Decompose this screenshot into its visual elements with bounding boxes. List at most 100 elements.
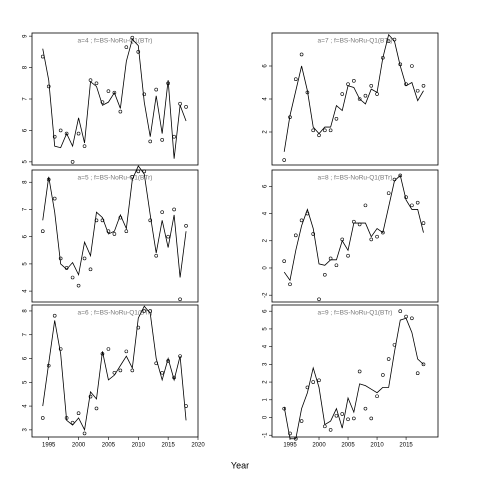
data-point (299, 218, 304, 223)
data-point (52, 196, 57, 201)
data-point (160, 370, 164, 375)
data-point (369, 237, 374, 242)
data-point (70, 275, 75, 280)
data-point (88, 78, 93, 82)
data-point (148, 218, 153, 223)
y-tick-label: -1 (263, 432, 269, 438)
data-point (88, 267, 93, 272)
panel-title: a=9 ; f=BS-NoRu-Q1(BTr) (318, 310, 393, 317)
y-tick-label: 7 (23, 332, 29, 336)
data-point (40, 229, 45, 234)
data-point (184, 105, 188, 109)
data-point (381, 373, 385, 377)
y-tick-label: 8 (23, 65, 29, 69)
x-tick-label: 1995 (283, 443, 297, 449)
y-tick-label: 6 (23, 128, 29, 132)
data-point (100, 100, 105, 104)
data-point (82, 431, 87, 436)
data-point (70, 160, 75, 164)
fit-line (42, 165, 187, 278)
x-tick-label: 2005 (102, 443, 116, 449)
y-tick-label: 6 (263, 64, 269, 68)
data-point (82, 144, 87, 148)
x-tick-label: 2015 (399, 443, 413, 449)
data-point (311, 380, 316, 384)
y-tick-label: 4 (263, 97, 269, 101)
panel-frame (31, 169, 199, 303)
y-tick-label: 1 (263, 397, 269, 401)
data-point (340, 412, 345, 416)
data-point (58, 128, 63, 133)
data-point (299, 419, 304, 423)
data-point (130, 368, 135, 373)
panel-title: a=8 ; f=BS-NoRu-Q1(BTr) (318, 175, 393, 182)
panel-title: a=6 ; f=BS-NoRu-Q1(BTr) (78, 310, 153, 317)
data-point (88, 394, 93, 399)
data-point (410, 203, 414, 208)
y-tick-label: 2 (263, 380, 269, 384)
data-point (386, 357, 391, 361)
y-tick-label: 8 (23, 180, 29, 184)
data-point (293, 77, 298, 81)
data-point (178, 101, 182, 106)
data-point (317, 378, 321, 383)
y-tick-label: 5 (263, 327, 269, 331)
data-point (346, 82, 350, 86)
y-tick-label: 4 (263, 344, 269, 348)
data-point (288, 282, 292, 287)
data-point (369, 416, 374, 421)
y-tick-label: -2 (263, 292, 269, 298)
y-tick-label: 0 (263, 415, 269, 419)
x-tick-label: 2010 (370, 443, 384, 449)
data-point (363, 203, 368, 208)
data-point (421, 221, 426, 225)
panel-frame (271, 169, 439, 303)
data-point (184, 223, 188, 228)
data-point (52, 313, 57, 318)
data-point (94, 81, 99, 86)
data-point (124, 45, 129, 49)
x-tick-label: 2000 (312, 443, 326, 449)
data-point (142, 309, 147, 313)
y-tick-label: 6 (23, 356, 29, 360)
fit-line (283, 174, 424, 282)
fit-line (42, 38, 187, 159)
data-point (299, 52, 304, 57)
y-tick-label: 7 (23, 207, 29, 211)
data-point (421, 362, 426, 367)
data-point (415, 88, 420, 93)
y-tick-label: 3 (263, 362, 269, 366)
data-point (178, 297, 182, 302)
data-point (334, 263, 339, 268)
data-point (375, 92, 379, 96)
data-point (311, 128, 316, 133)
y-tick-label: 9 (23, 34, 29, 38)
fit-line (42, 305, 187, 432)
y-tick-label: 6 (263, 184, 269, 188)
data-point (421, 84, 426, 88)
data-point (340, 92, 345, 96)
data-point (82, 256, 87, 261)
data-point (357, 97, 362, 101)
data-point (369, 84, 374, 88)
data-point (323, 424, 327, 429)
data-point (317, 297, 321, 302)
data-point (148, 139, 153, 144)
data-point (160, 210, 164, 214)
data-point (172, 134, 176, 139)
data-point (334, 117, 339, 121)
y-tick-label: 5 (23, 380, 29, 384)
data-point (94, 406, 99, 411)
data-point (357, 369, 362, 374)
y-tick-label: 0 (263, 266, 269, 270)
data-point (352, 79, 356, 83)
data-point (375, 394, 379, 399)
data-point (58, 347, 63, 351)
y-tick-label: 7 (23, 97, 29, 101)
data-point (323, 272, 327, 277)
data-point (328, 128, 333, 133)
data-point (293, 233, 298, 238)
data-point (415, 200, 420, 205)
x-tick-label: 2015 (161, 443, 175, 449)
